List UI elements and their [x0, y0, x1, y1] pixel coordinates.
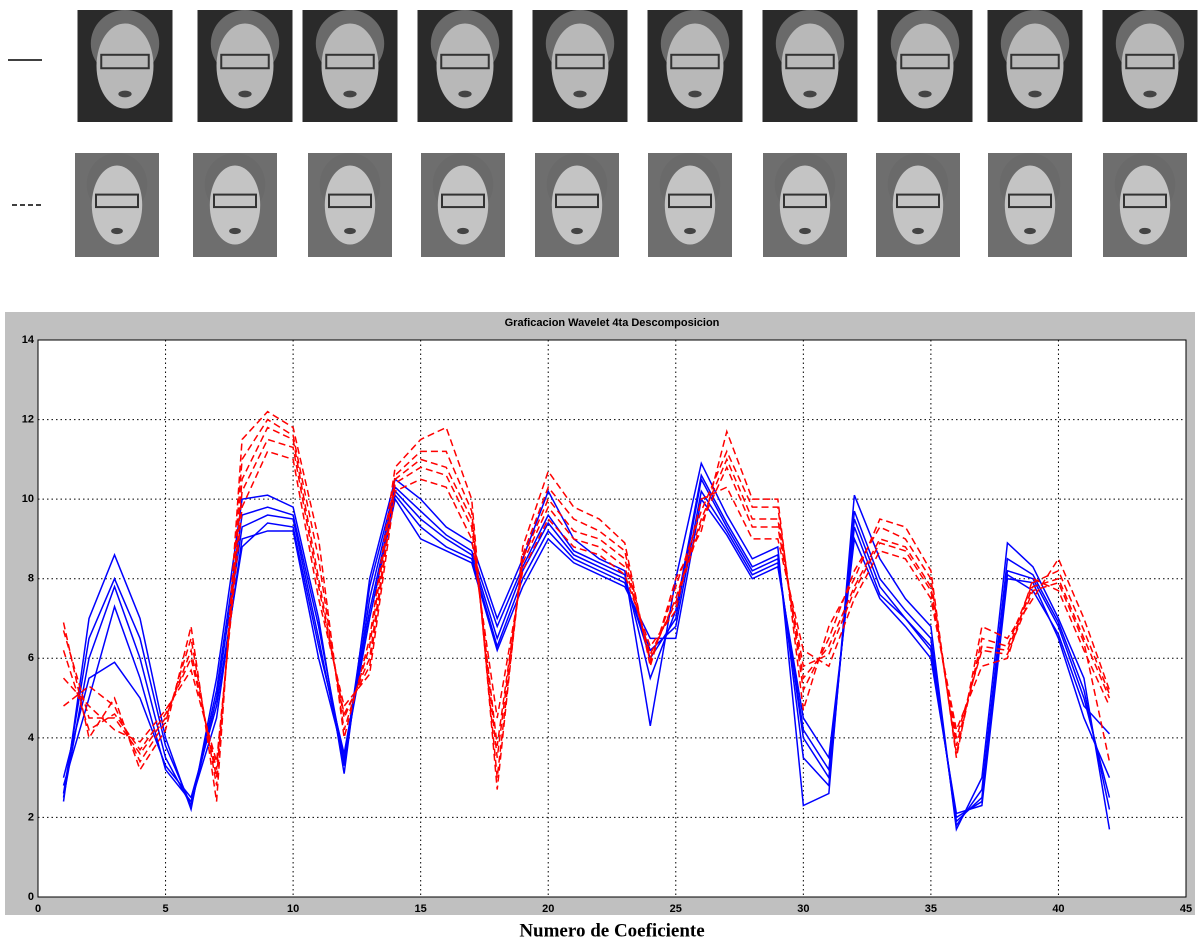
- face-glasses: [220, 53, 270, 70]
- series-line: [63, 418, 1111, 786]
- face-skin: [1004, 165, 1056, 245]
- face-glasses: [670, 53, 720, 70]
- face-glasses: [441, 193, 485, 209]
- face-mouth: [118, 90, 132, 98]
- face-skin: [1121, 23, 1179, 109]
- y-tick-label: 4: [28, 732, 35, 744]
- x-tick-label: 45: [1180, 903, 1192, 915]
- x-tick-label: 40: [1052, 903, 1064, 915]
- y-tick-label: 0: [28, 891, 34, 903]
- face-glasses: [1010, 53, 1060, 70]
- face-mouth: [457, 227, 469, 235]
- y-tick-label: 6: [28, 652, 34, 664]
- x-axis-label: Numero de Coeficiente: [519, 920, 704, 941]
- face-glasses: [1123, 193, 1167, 209]
- face-skin: [209, 165, 261, 245]
- face-skin: [896, 23, 954, 109]
- plot-area: [37, 339, 1187, 898]
- face-skin: [551, 23, 609, 109]
- face-mouth: [912, 227, 924, 235]
- face-skin: [96, 23, 154, 109]
- face-skin: [437, 165, 489, 245]
- y-tick-label: 12: [22, 413, 34, 425]
- face-mouth: [344, 227, 356, 235]
- face-skin: [781, 23, 839, 109]
- face-mouth: [1028, 90, 1042, 98]
- series-line: [62, 473, 1111, 828]
- x-tick-label: 25: [670, 903, 682, 915]
- face-mouth: [343, 90, 357, 98]
- series-line: [62, 489, 1111, 819]
- y-tick-label: 10: [22, 493, 34, 505]
- face-mouth: [918, 90, 932, 98]
- face-glasses: [1125, 53, 1175, 70]
- face-glasses: [555, 53, 605, 70]
- face-glasses: [900, 53, 950, 70]
- face-mouth: [458, 90, 472, 98]
- face-glasses: [100, 53, 150, 70]
- face-glasses: [325, 53, 375, 70]
- face-mouth: [571, 227, 583, 235]
- x-tick-label: 5: [162, 903, 168, 915]
- x-tick-label: 20: [542, 903, 554, 915]
- face-glasses: [328, 193, 372, 209]
- face-skin: [666, 23, 724, 109]
- x-tick-label: 15: [415, 903, 427, 915]
- face-skin: [551, 165, 603, 245]
- face-skin: [1006, 23, 1064, 109]
- y-tick-label: 2: [28, 811, 34, 823]
- face-skin: [1119, 165, 1171, 245]
- face-mouth: [799, 227, 811, 235]
- series-line: [62, 410, 1111, 802]
- face-glasses: [785, 53, 835, 70]
- face-skin: [779, 165, 831, 245]
- face-skin: [892, 165, 944, 245]
- face-glasses: [95, 193, 139, 209]
- face-mouth: [111, 227, 123, 235]
- face-mouth: [688, 90, 702, 98]
- plot-border: [37, 339, 1187, 898]
- chart-title: Graficacion Wavelet 4ta Descomposicion: [505, 317, 720, 329]
- x-tick-label: 10: [287, 903, 299, 915]
- face-glasses: [440, 53, 490, 70]
- face-glasses: [555, 193, 599, 209]
- x-tick-label: 35: [925, 903, 937, 915]
- x-tick-label: 30: [797, 903, 809, 915]
- face-glasses: [783, 193, 827, 209]
- series-line: [62, 461, 1111, 832]
- face-mouth: [573, 90, 587, 98]
- face-skin: [321, 23, 379, 109]
- series-line: [62, 438, 1111, 770]
- face-mouth: [1139, 227, 1151, 235]
- face-mouth: [1143, 90, 1157, 98]
- face-mouth: [803, 90, 817, 98]
- series-line: [62, 450, 1111, 762]
- face-mouth: [229, 227, 241, 235]
- face-glasses: [1008, 193, 1052, 209]
- face-glasses: [213, 193, 257, 209]
- face-skin: [216, 23, 274, 109]
- face-skin: [436, 23, 494, 109]
- face-skin: [324, 165, 376, 245]
- x-tick-label: 0: [35, 903, 41, 915]
- face-glasses: [896, 193, 940, 209]
- face-mouth: [238, 90, 252, 98]
- y-tick-label: 8: [28, 573, 34, 585]
- series-line: [62, 426, 1111, 778]
- face-images: [75, 10, 1198, 257]
- face-mouth: [1024, 227, 1036, 235]
- face-skin: [91, 165, 143, 245]
- face-mouth: [684, 227, 696, 235]
- y-tick-label: 14: [22, 334, 35, 346]
- face-glasses: [668, 193, 712, 209]
- face-skin: [664, 165, 716, 245]
